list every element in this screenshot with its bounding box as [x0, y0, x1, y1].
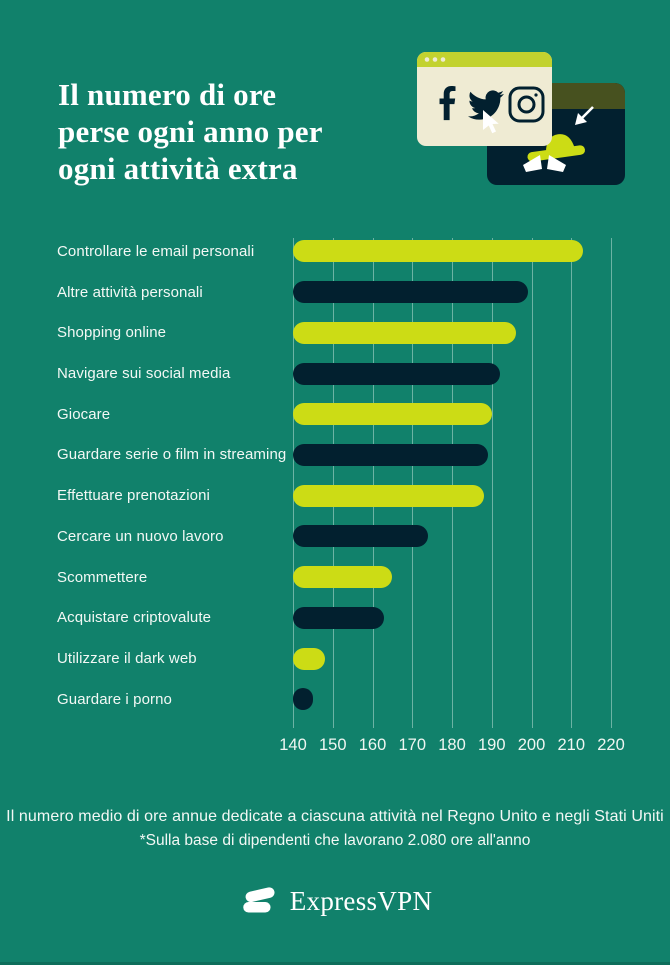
chart-row: Acquistare criptovalute [0, 597, 670, 638]
chart-row: Shopping online [0, 312, 670, 353]
x-axis-tick-label: 140 [279, 736, 307, 754]
chart-caption: Il numero medio di ore annue dedicate a … [6, 808, 664, 825]
bar-163h [293, 606, 385, 629]
arrow-cursor-icon [575, 106, 594, 125]
bar-148h [293, 647, 325, 670]
gridline [332, 238, 334, 728]
gridline [372, 238, 374, 728]
spy-hat-icon [527, 134, 585, 162]
chart-row: Cercare un nuovo lavoro [0, 516, 670, 557]
gridline [571, 238, 573, 728]
category-label: Utilizzare il dark web [57, 650, 197, 668]
x-axis-tick-label: 200 [517, 736, 546, 754]
bar-165h [293, 566, 393, 589]
category-label: Shopping online [57, 324, 167, 342]
page-title-line-1: Il numero di ore [58, 76, 277, 112]
category-label: Cercare un nuovo lavoro [57, 527, 224, 545]
header-illustration [417, 52, 625, 185]
chart-row: Navigare sui social media [0, 353, 670, 394]
chart-rows: Controllare le email personali Altre atti… [0, 231, 670, 720]
facebook-icon [439, 86, 456, 121]
chart-row: Effettuare prenotazioni [0, 475, 670, 516]
expressvpn-logo: ExpressVPN [0, 880, 670, 922]
category-label: Guardare serie o film in streaming [57, 446, 287, 464]
chart-row: Scommettere [0, 557, 670, 598]
x-axis-tick-label: 160 [358, 736, 387, 754]
chart-row: Guardare i porno [0, 679, 670, 720]
category-label: Navigare sui social media [57, 365, 231, 383]
chart-row: Altre attività personali [0, 272, 670, 313]
page-title-line-2: perse ogni anno per [58, 113, 323, 149]
expressvpn-logo-icon [243, 887, 275, 913]
chart-row: Utilizzare il dark web [0, 638, 670, 679]
twitter-icon [468, 90, 504, 120]
gridline [412, 238, 414, 728]
category-label: Giocare [57, 405, 111, 423]
instagram-icon [508, 86, 545, 123]
category-label: Controllare le email personali [57, 242, 255, 260]
category-label: Scommettere [57, 568, 148, 586]
chart-row: Controllare le email personali [0, 231, 670, 272]
x-axis-tick-label: 220 [597, 736, 625, 754]
category-label: Altre attività personali [57, 283, 203, 301]
x-axis-tick-label: 190 [477, 736, 506, 754]
gridline [491, 238, 493, 728]
bar-174h [293, 525, 429, 548]
gridline [452, 238, 453, 728]
page-title: Il numero di ore perse ogni anno per ogn… [58, 76, 323, 187]
bar-190h [293, 403, 492, 426]
browser-window [417, 52, 552, 146]
x-axis-tick-label: 150 [318, 736, 347, 754]
bar-192h [293, 362, 500, 385]
bar-196h [293, 321, 516, 344]
pointer-cursor-icon [483, 110, 499, 134]
chart-row: Guardare serie o film in streaming [0, 435, 670, 476]
category-label: Guardare i porno [57, 690, 173, 708]
x-axis-tick-label: 170 [398, 736, 427, 754]
gridline [293, 238, 294, 728]
bar-145h [293, 688, 313, 711]
page-title-line-3: ogni attività extra [58, 150, 298, 186]
bar-213h [293, 240, 584, 263]
x-axis-tick-label: 180 [438, 736, 466, 754]
bottom-edge-strip [0, 962, 670, 965]
gridline [611, 238, 612, 728]
expressvpn-wordmark: ExpressVPN [289, 885, 433, 916]
category-label: Acquistare criptovalute [57, 609, 212, 627]
spy-eyes-icon [523, 155, 566, 172]
chart-footnote: *Sulla base di dipendenti che lavorano 2… [139, 831, 531, 849]
chart-row: Giocare [0, 394, 670, 435]
gridline [531, 238, 533, 728]
bar-188h [293, 484, 484, 507]
x-axis-tick-label: 210 [557, 736, 586, 754]
window-controls [424, 57, 446, 62]
bar-189h [293, 443, 488, 466]
bar-199h [293, 281, 528, 304]
category-label: Effettuare prenotazioni [57, 487, 210, 505]
